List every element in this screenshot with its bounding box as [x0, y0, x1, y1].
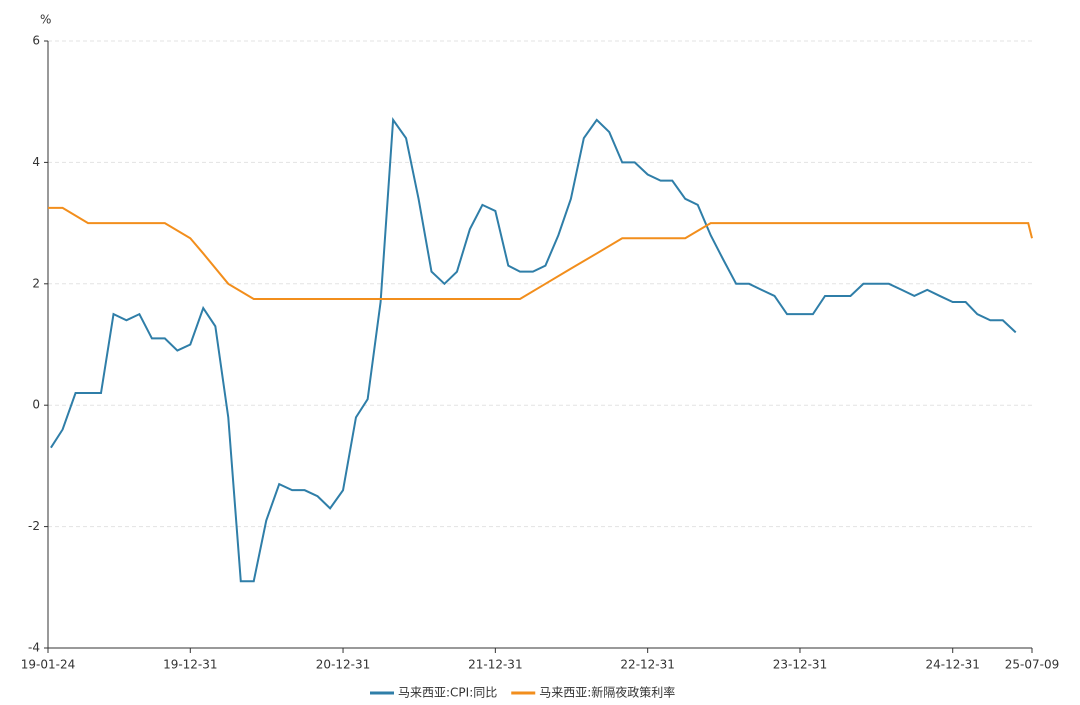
series-line	[50, 117, 1017, 583]
x-tick-label: 25-07-09	[1005, 658, 1059, 672]
x-tick-label: 23-12-31	[773, 658, 827, 672]
legend: 马来西亚:CPI:同比 马来西亚:新隔夜政策利率	[370, 685, 675, 700]
y-tick-label: 2	[32, 276, 40, 290]
x-tick-label: 24-12-31	[925, 658, 979, 672]
legend-label: 马来西亚:CPI:同比	[398, 686, 497, 700]
x-tick-label: 19-01-24	[21, 658, 75, 672]
x-tick-label: 21-12-31	[468, 658, 522, 672]
legend-label: 马来西亚:新隔夜政策利率	[539, 685, 675, 700]
y-unit: %	[40, 13, 51, 27]
x-tick-label: 19-12-31	[163, 658, 217, 672]
series-line	[48, 206, 1033, 300]
y-tick-label: 6	[32, 34, 40, 48]
y-tick-label: -2	[28, 519, 40, 533]
y-tick-label: -4	[28, 641, 40, 655]
x-tick-label: 22-12-31	[620, 658, 674, 672]
y-tick-label: 0	[32, 398, 40, 412]
x-tick-label: 20-12-31	[316, 658, 370, 672]
y-tick-label: 4	[32, 155, 40, 169]
